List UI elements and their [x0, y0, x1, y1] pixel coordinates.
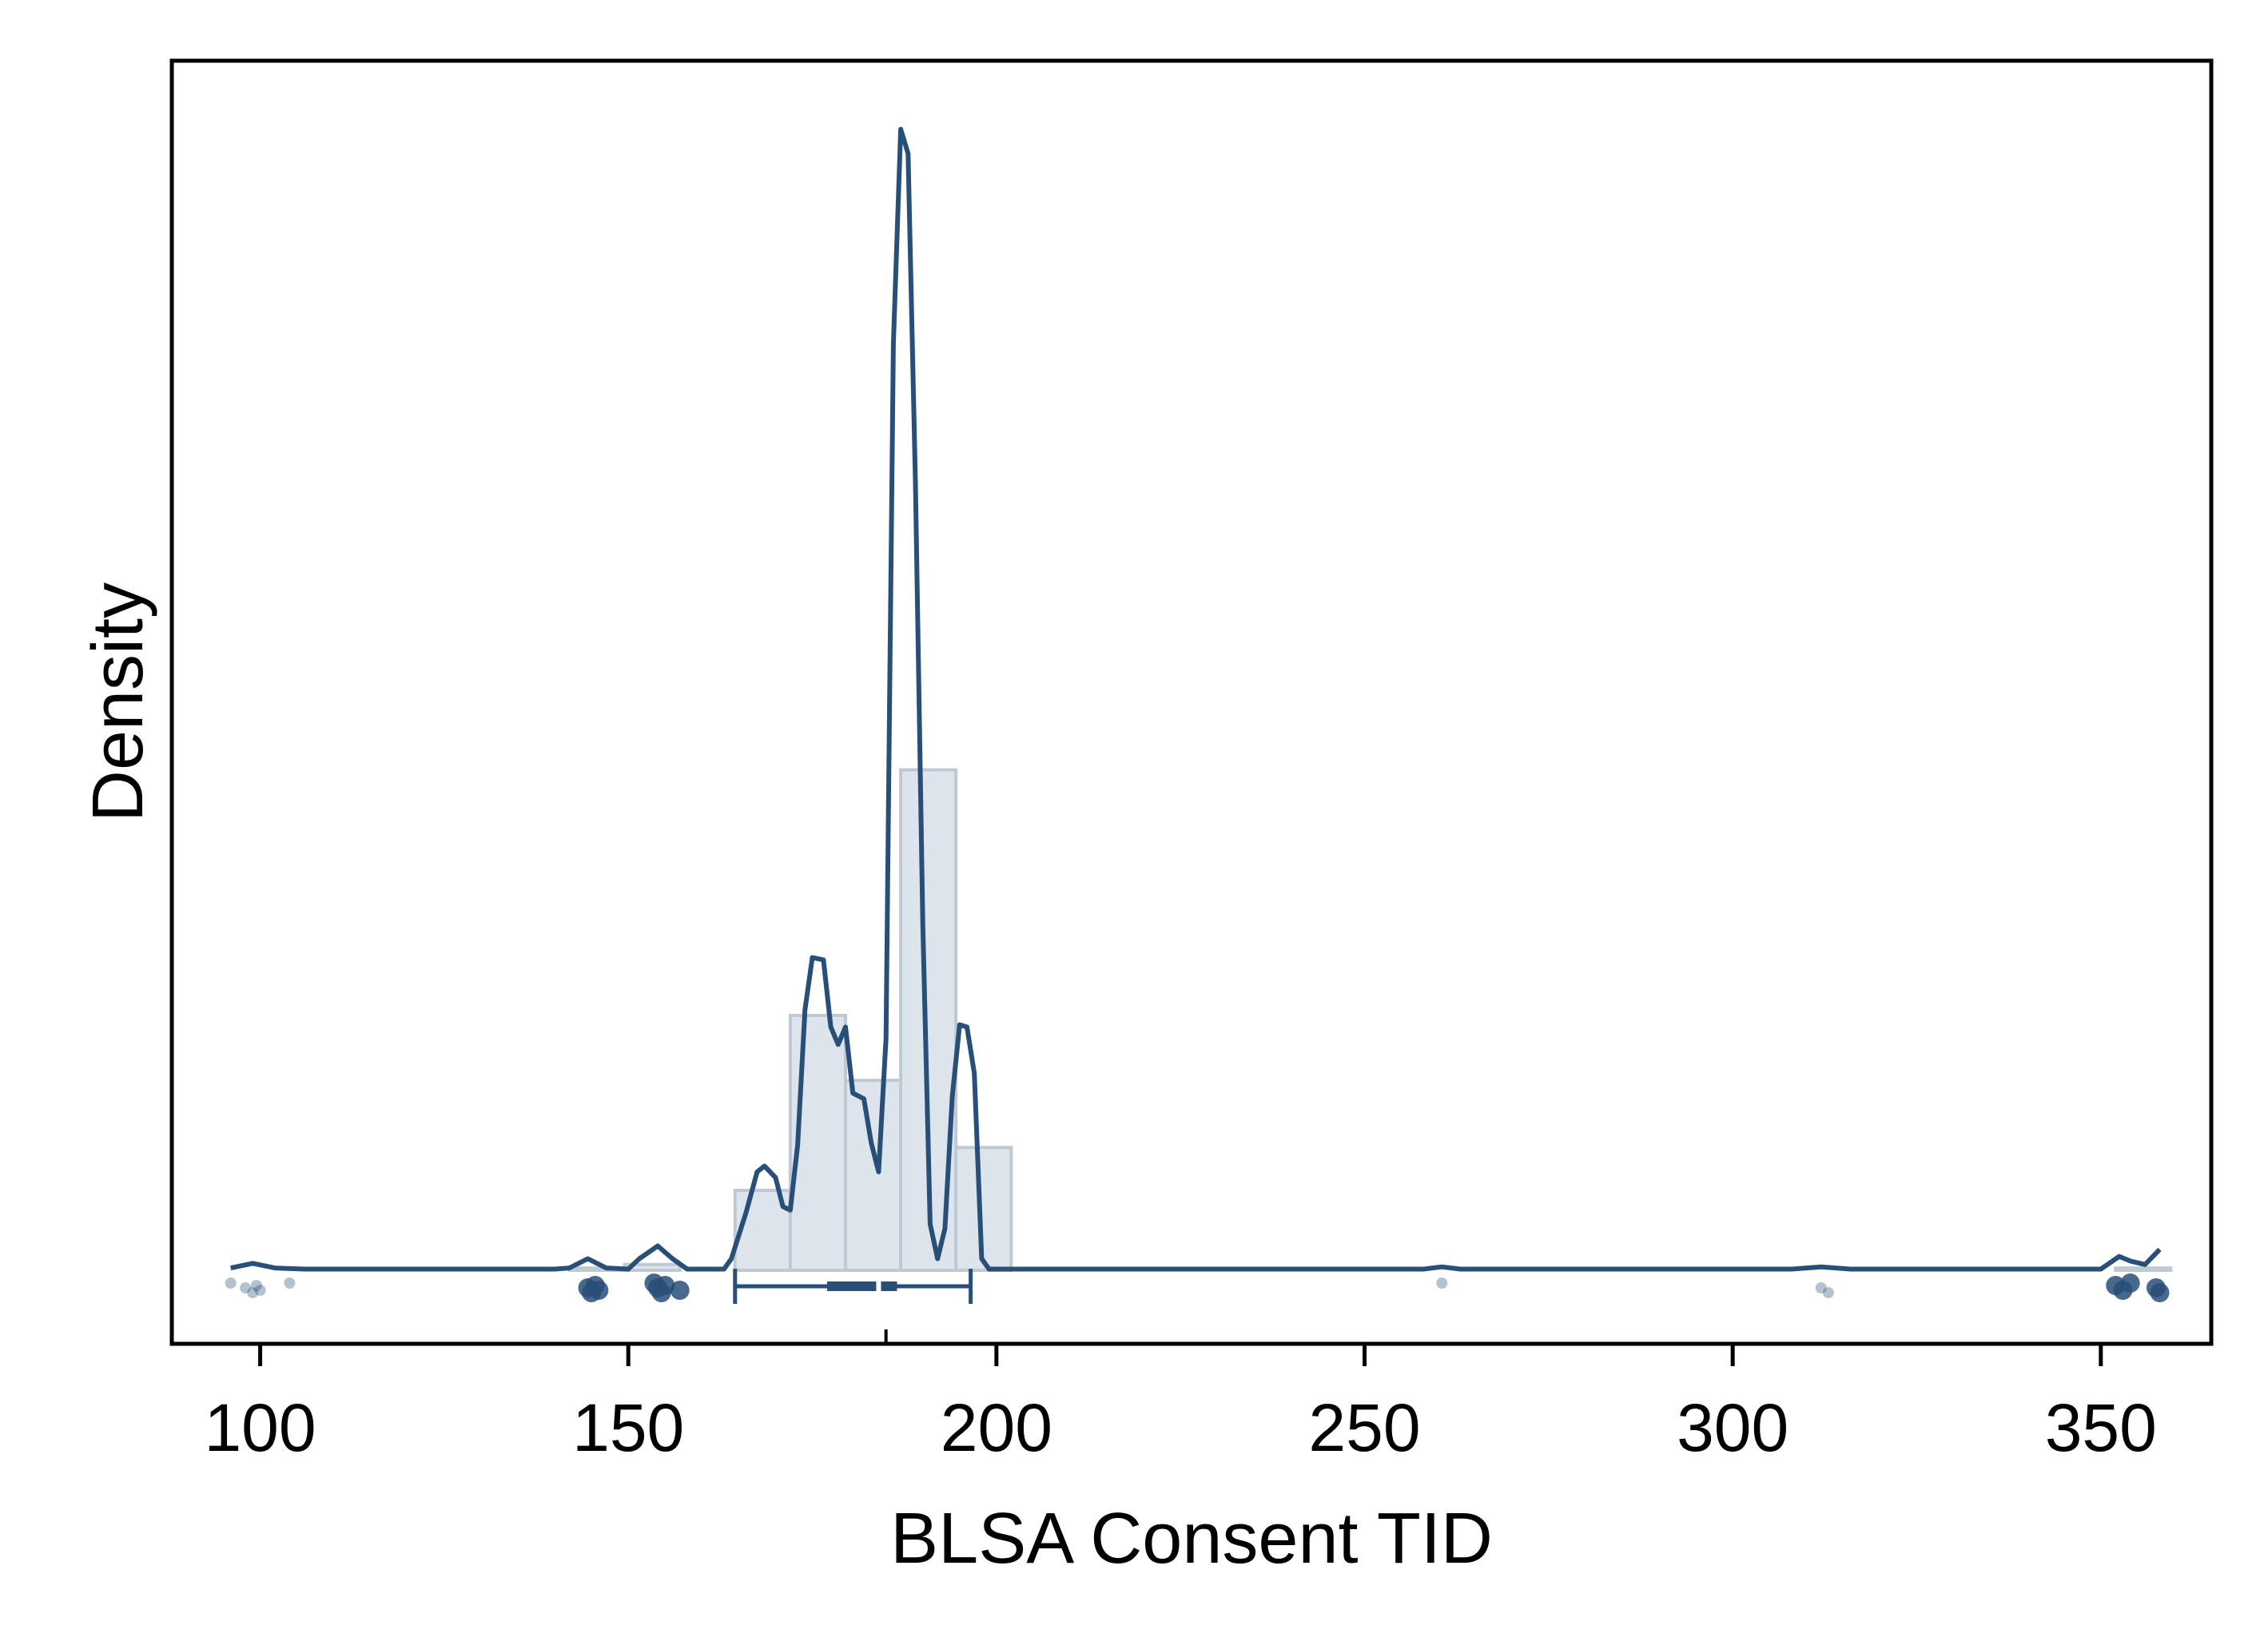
density-curve [230, 126, 2162, 1272]
rug-point [240, 1282, 252, 1293]
x-tick-label-200: 200 [941, 1390, 1052, 1465]
rug-point [655, 1276, 675, 1295]
rug-points [225, 1274, 2170, 1302]
rug-point [1815, 1282, 1827, 1293]
x-axis: 100 150 200 250 300 350 [204, 1329, 2157, 1465]
x-tick-label-350: 350 [2045, 1390, 2157, 1465]
rug-point [254, 1285, 266, 1296]
x-tick-label-150: 150 [572, 1390, 684, 1465]
rug-point [1436, 1277, 1448, 1289]
rug-point [284, 1277, 296, 1289]
histogram-bar [954, 1146, 1013, 1273]
rug-point [2120, 1274, 2140, 1293]
rug-point [250, 1280, 262, 1291]
plot-frame [169, 58, 2214, 1346]
rug-point [589, 1281, 609, 1300]
x-tick-label-250: 250 [1308, 1390, 1420, 1465]
x-tick-label-100: 100 [204, 1390, 316, 1465]
histogram-bar [843, 1079, 903, 1272]
y-axis-title: Density [78, 582, 158, 822]
rug-point [247, 1287, 259, 1298]
rug-point [1822, 1287, 1834, 1298]
x-tick-label-300: 300 [1677, 1390, 1789, 1465]
box-plot [733, 1269, 973, 1304]
rug-point [670, 1281, 690, 1300]
rug-point [2150, 1283, 2170, 1302]
histogram-bar [2114, 1266, 2173, 1272]
rug-point [225, 1277, 237, 1289]
box-iqr [826, 1281, 897, 1291]
x-axis-title: BLSA Consent TID [890, 1499, 1493, 1579]
